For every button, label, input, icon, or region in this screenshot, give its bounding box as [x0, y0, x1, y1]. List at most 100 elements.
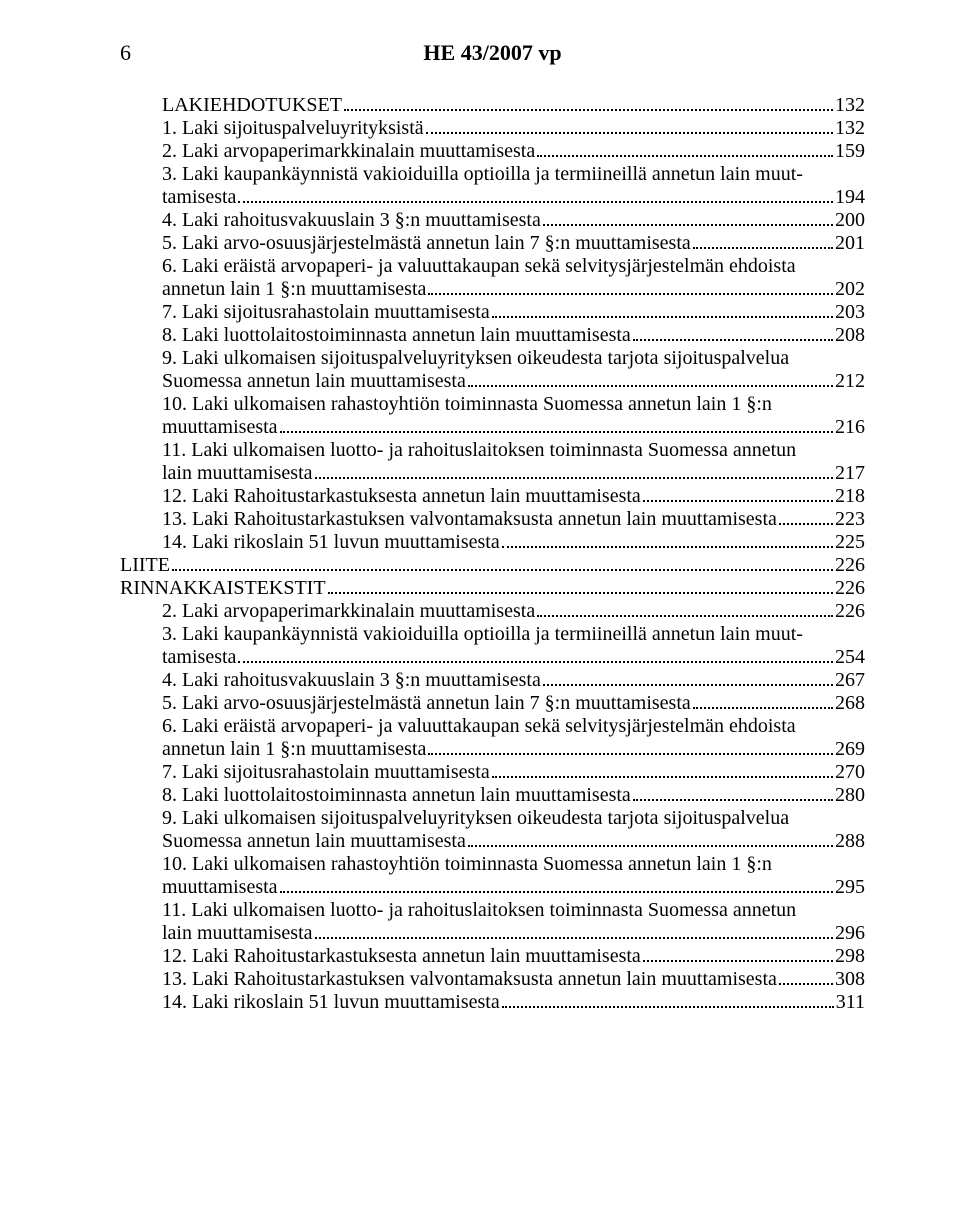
toc-leader-dots — [633, 799, 833, 801]
toc-entry: 14. Laki rikoslain 51 luvun muuttamisest… — [120, 531, 865, 554]
toc-entry-page: 269 — [835, 738, 865, 761]
toc-entry-page: 201 — [835, 232, 865, 255]
toc-leader-dots — [779, 523, 833, 525]
toc-leader-dots — [492, 776, 833, 778]
toc-entry-label: 13. Laki Rahoitustarkastuksen valvontama… — [162, 968, 777, 991]
toc-entry-line: 9. Laki ulkomaisen sijoituspalveluyrityk… — [120, 807, 865, 830]
toc-entry-label: 2. Laki arvopaperimarkkinalain muuttamis… — [162, 140, 535, 163]
toc-entry-page: 203 — [835, 301, 865, 324]
toc-leader-dots — [537, 155, 833, 157]
toc-entry: 13. Laki Rahoitustarkastuksen valvontama… — [120, 968, 865, 991]
toc-entry-page: 200 — [835, 209, 865, 232]
toc-entry-page: 280 — [835, 784, 865, 807]
toc-entry-label: 8. Laki luottolaitostoiminnasta annetun … — [162, 324, 631, 347]
toc-entry: 13. Laki Rahoitustarkastuksen valvontama… — [120, 508, 865, 531]
toc-entry-page: 311 — [836, 991, 865, 1014]
toc-entry-line: 9. Laki ulkomaisen sijoituspalveluyrityk… — [120, 347, 865, 370]
document-title: HE 43/2007 vp — [120, 40, 865, 66]
toc-entry: LIITE 226 — [120, 554, 865, 577]
toc-entry-page: 132 — [835, 94, 865, 117]
toc-entry-label: 8. Laki luottolaitostoiminnasta annetun … — [162, 784, 631, 807]
toc-entry: Suomessa annetun lain muuttamisesta288 — [120, 830, 865, 853]
toc-leader-dots — [428, 753, 833, 755]
toc-entry: 7. Laki sijoitusrahastolain muuttamisest… — [120, 761, 865, 784]
toc-leader-dots — [502, 546, 833, 548]
toc-entry-line: 6. Laki eräistä arvopaperi- ja valuuttak… — [120, 715, 865, 738]
toc-entry-page: 267 — [835, 669, 865, 692]
toc-entry-label: 12. Laki Rahoitustarkastuksesta annetun … — [162, 485, 641, 508]
toc-entry-label: 7. Laki sijoitusrahastolain muuttamisest… — [162, 761, 490, 784]
toc-entry-page: 223 — [835, 508, 865, 531]
toc-leader-dots — [238, 661, 833, 663]
toc-entry: Suomessa annetun lain muuttamisesta 212 — [120, 370, 865, 393]
toc-entry-label: Suomessa annetun lain muuttamisesta — [162, 830, 466, 853]
toc-leader-dots — [280, 891, 833, 893]
toc-leader-dots — [468, 385, 833, 387]
toc-leader-dots — [315, 937, 833, 939]
toc-entry-page: 296 — [835, 922, 865, 945]
toc-leader-dots — [633, 339, 833, 341]
toc-entry: muuttamisesta 216 — [120, 416, 865, 439]
toc-leader-dots — [468, 845, 833, 847]
toc-entry-page: 226 — [835, 600, 865, 623]
toc-leader-dots — [779, 983, 833, 985]
toc-entry-label: LAKIEHDOTUKSET — [162, 94, 342, 117]
toc-entry-label: 12. Laki Rahoitustarkastuksesta annetun … — [162, 945, 641, 968]
toc-entry-line: 6. Laki eräistä arvopaperi- ja valuuttak… — [120, 255, 865, 278]
toc-entry: annetun lain 1 §:n muuttamisesta 269 — [120, 738, 865, 761]
toc-entry: RINNAKKAISTEKSTIT226 — [120, 577, 865, 600]
toc-entry-line: 3. Laki kaupankäynnistä vakioiduilla opt… — [120, 163, 865, 186]
toc-entry-page: 132 — [835, 117, 865, 140]
toc-entry-page: 225 — [835, 531, 865, 554]
toc-leader-dots — [172, 569, 833, 571]
toc-entry: 5. Laki arvo-osuusjärjestelmästä annetun… — [120, 692, 865, 715]
toc-entry: 4. Laki rahoitusvakuuslain 3 §:n muuttam… — [120, 669, 865, 692]
toc-entry-page: 159 — [835, 140, 865, 163]
toc-entry: annetun lain 1 §:n muuttamisesta202 — [120, 278, 865, 301]
toc-leader-dots — [428, 293, 833, 295]
toc-entry-line: 11. Laki ulkomaisen luotto- ja rahoitusl… — [120, 439, 865, 462]
page-header: 6 HE 43/2007 vp — [120, 40, 865, 66]
toc-leader-dots — [502, 1006, 834, 1008]
toc-entry-page: 208 — [835, 324, 865, 347]
toc-entry-line: 10. Laki ulkomaisen rahastoyhtiön toimin… — [120, 853, 865, 876]
toc-leader-dots — [543, 224, 833, 226]
toc-entry-page: 217 — [835, 462, 865, 485]
toc-leader-dots — [426, 132, 833, 134]
toc-entry-label: Suomessa annetun lain muuttamisesta — [162, 370, 466, 393]
toc-entry-line: 11. Laki ulkomaisen luotto- ja rahoitusl… — [120, 899, 865, 922]
toc-entry-page: 216 — [835, 416, 865, 439]
toc-entry-label: annetun lain 1 §:n muuttamisesta — [162, 738, 426, 761]
toc-leader-dots — [238, 201, 833, 203]
toc-entry-label: tamisesta — [162, 646, 236, 669]
toc-entry-page: 194 — [835, 186, 865, 209]
toc-entry-label: RINNAKKAISTEKSTIT — [120, 577, 326, 600]
toc-leader-dots — [643, 960, 833, 962]
toc-entry-label: lain muuttamisesta — [162, 462, 313, 485]
toc-entry: 1. Laki sijoituspalveluyrityksistä 132 — [120, 117, 865, 140]
toc-entry-label: 14. Laki rikoslain 51 luvun muuttamisest… — [162, 991, 500, 1014]
toc-entry-label: 1. Laki sijoituspalveluyrityksistä — [162, 117, 424, 140]
toc-entry-label: lain muuttamisesta — [162, 922, 313, 945]
toc-entry-label: 7. Laki sijoitusrahastolain muuttamisest… — [162, 301, 490, 324]
toc-entry: 8. Laki luottolaitostoiminnasta annetun … — [120, 324, 865, 347]
toc-entry-page: 270 — [835, 761, 865, 784]
toc-entry: 12. Laki Rahoitustarkastuksesta annetun … — [120, 485, 865, 508]
toc-entry-page: 212 — [835, 370, 865, 393]
toc-entry-page: 268 — [835, 692, 865, 715]
toc-entry-page: 202 — [835, 278, 865, 301]
toc-entry: 2. Laki arvopaperimarkkinalain muuttamis… — [120, 600, 865, 623]
toc-entry-label: 4. Laki rahoitusvakuuslain 3 §:n muuttam… — [162, 669, 541, 692]
toc-entry: LAKIEHDOTUKSET 132 — [120, 94, 865, 117]
toc-entry: 14. Laki rikoslain 51 luvun muuttamisest… — [120, 991, 865, 1014]
toc-entry-label: 2. Laki arvopaperimarkkinalain muuttamis… — [162, 600, 535, 623]
toc-entry-page: 308 — [835, 968, 865, 991]
toc-entry-label: muuttamisesta — [162, 416, 278, 439]
toc-entry: 7. Laki sijoitusrahastolain muuttamisest… — [120, 301, 865, 324]
toc-entry-page: 295 — [835, 876, 865, 899]
toc-entry-label: LIITE — [120, 554, 170, 577]
toc-entry-page: 226 — [835, 554, 865, 577]
toc-leader-dots — [537, 615, 833, 617]
toc-entry-label: 4. Laki rahoitusvakuuslain 3 §:n muuttam… — [162, 209, 541, 232]
toc-leader-dots — [693, 707, 833, 709]
